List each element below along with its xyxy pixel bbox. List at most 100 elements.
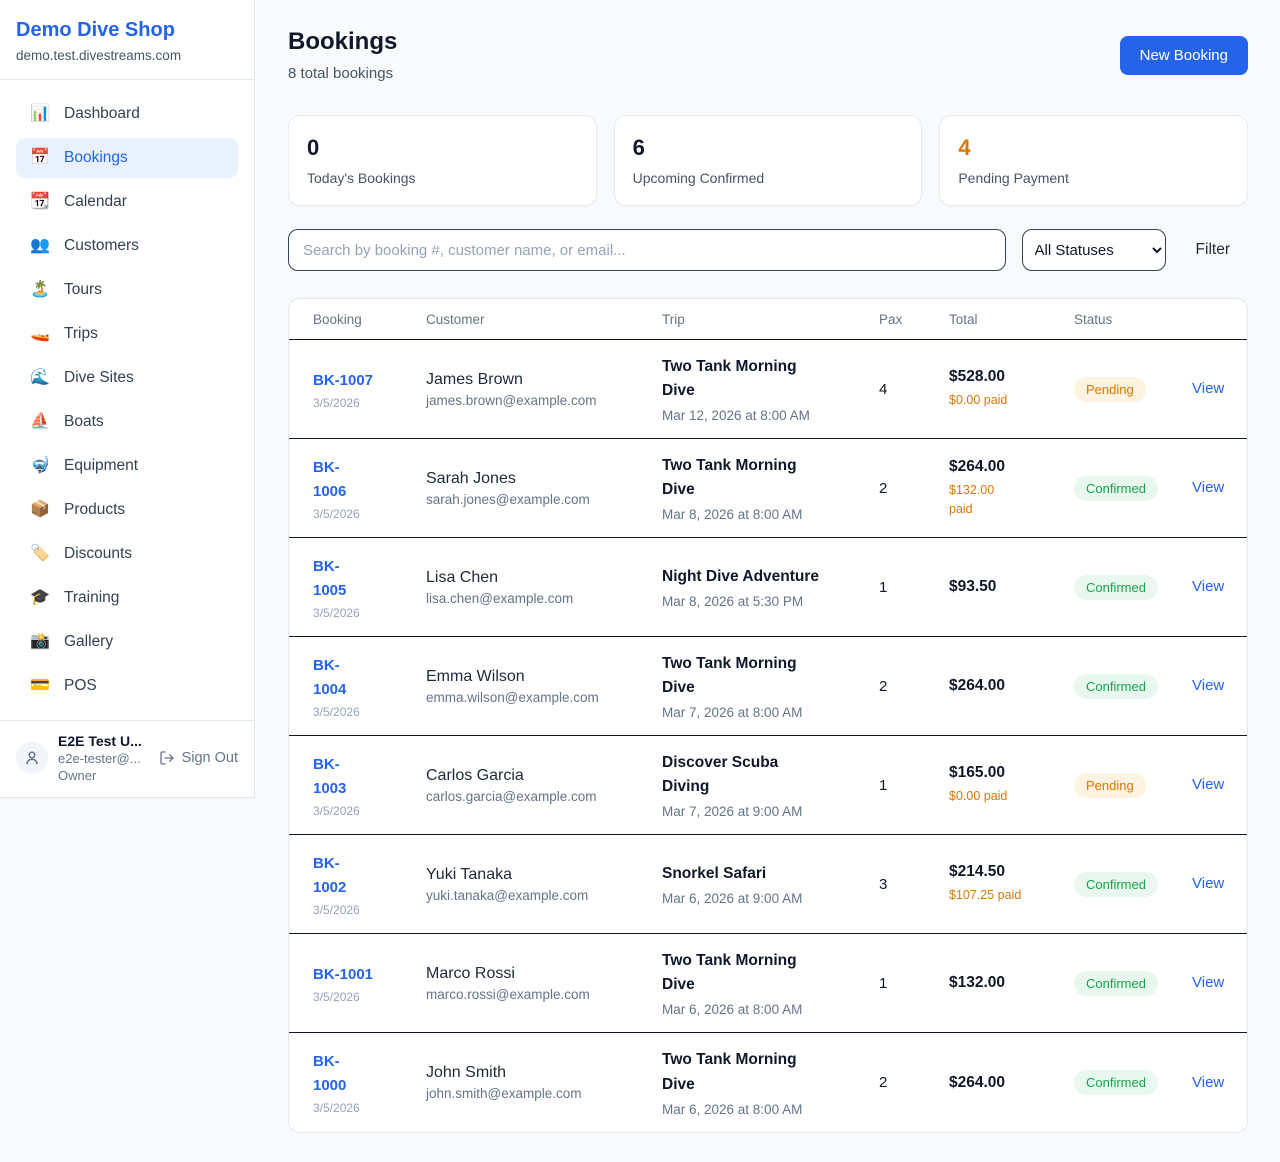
stat-label: Upcoming Confirmed [632, 170, 765, 186]
search-input[interactable] [288, 229, 1006, 271]
calendar-icon: 📆 [30, 193, 50, 210]
total-amount: $214.50 [949, 863, 1006, 881]
shop-title: Demo Dive Shop [16, 19, 175, 41]
sign-out-button[interactable]: Sign Out [159, 750, 238, 766]
sidebar-item-customers[interactable]: 👥 Customers [16, 226, 238, 266]
sidebar-item-products[interactable]: 📦 Products [16, 490, 238, 530]
view-link[interactable]: View [1192, 1073, 1225, 1091]
booking-row: BK-1007 3/5/2026 James Brown james.brown… [289, 340, 1247, 439]
status-cell: Pending [1074, 376, 1192, 402]
customer-cell: John Smith john.smith@example.com [426, 1064, 662, 1101]
status-badge: Confirmed [1074, 574, 1158, 600]
trip-cell: Night Dive Adventure Mar 8, 2026 at 5:30… [662, 565, 879, 609]
sidebar-item-gallery[interactable]: 📸 Gallery [16, 622, 238, 662]
sidebar-item-training[interactable]: 🎓 Training [16, 578, 238, 618]
stat-value: 0 [307, 135, 320, 160]
view-link[interactable]: View [1192, 875, 1225, 892]
stat-card-todays-bookings: 0 Today's Bookings [288, 115, 597, 206]
sidebar-item-bookings[interactable]: 📅 Bookings [16, 138, 238, 178]
filter-button[interactable]: Filter [1195, 241, 1230, 258]
booking-date: 3/5/2026 [313, 989, 360, 1004]
view-link[interactable]: View [1192, 578, 1225, 595]
sidebar-item-trips[interactable]: 🚤 Trips [16, 314, 238, 354]
booking-id-link[interactable]: BK- 1000 [313, 1053, 347, 1094]
total-cell: $165.00 $0.00 paid [949, 764, 1074, 805]
paid-amount: $132.00 paid [949, 483, 995, 516]
sidebar-item-equipment[interactable]: 🤿 Equipment [16, 446, 238, 486]
trip-name: Night Dive Adventure [662, 567, 820, 585]
booking-id-link[interactable]: BK- 1005 [313, 557, 347, 599]
shop-subdomain: demo.test.divestreams.com [16, 48, 182, 63]
sidebar-item-dashboard[interactable]: 📊 Dashboard [16, 94, 238, 134]
customer-email: sarah.jones@example.com [426, 491, 590, 507]
booking-id-link[interactable]: BK- 1004 [313, 656, 347, 698]
view-link[interactable]: View [1192, 380, 1225, 397]
booking-id-link[interactable]: BK- 1002 [313, 854, 347, 896]
sidebar-item-dive-sites[interactable]: 🌊 Dive Sites [16, 358, 238, 398]
trip-name: Two Tank Morning Dive [662, 456, 797, 498]
total-amount: $528.00 [949, 368, 1006, 386]
booking-id-link[interactable]: BK- 1003 [313, 755, 347, 797]
customer-email: carlos.garcia@example.com [426, 788, 597, 804]
booking-cell: BK- 1000 3/5/2026 [313, 1050, 426, 1115]
sidebar-footer: E2E Test U... e2e-tester@... Owner Sign … [0, 720, 254, 797]
booking-id-link[interactable]: BK-1001 [313, 965, 374, 983]
user-info: E2E Test U... e2e-tester@... Owner [58, 733, 142, 783]
column-header-status: Status [1074, 311, 1113, 327]
page-subtitle: 8 total bookings [288, 65, 394, 82]
status-cell: Confirmed [1074, 673, 1192, 699]
pax-count: 2 [879, 1074, 888, 1091]
status-filter-select[interactable]: All Statuses [1021, 229, 1166, 271]
customer-name: Yuki Tanaka [426, 865, 512, 883]
view-link[interactable]: View [1192, 776, 1225, 793]
pax-count: 2 [879, 677, 888, 695]
view-link[interactable]: View [1192, 479, 1225, 496]
total-cell: $264.00 [949, 677, 1074, 695]
customer-name: Emma Wilson [426, 667, 525, 685]
booking-date: 3/5/2026 [313, 803, 360, 818]
sign-out-label: Sign Out [181, 750, 238, 766]
status-badge: Confirmed [1074, 871, 1158, 897]
sidebar-item-boats[interactable]: ⛵ Boats [16, 402, 238, 442]
trip-datetime: Mar 6, 2026 at 9:00 AM [662, 891, 803, 906]
avatar [16, 742, 48, 774]
total-cell: $93.50 [949, 578, 1074, 596]
sidebar-item-calendar[interactable]: 📆 Calendar [16, 182, 238, 222]
pax-count: 4 [879, 380, 888, 398]
sidebar: Demo Dive Shop demo.test.divestreams.com… [0, 0, 255, 798]
booking-row: BK- 1000 3/5/2026 John Smith john.smith@… [289, 1033, 1247, 1132]
total-cell: $264.00 [949, 1074, 1074, 1092]
column-header-total: Total [949, 311, 978, 327]
sidebar-item-pos[interactable]: 💳 POS [16, 666, 238, 706]
view-link[interactable]: View [1192, 974, 1225, 991]
customer-email: yuki.tanaka@example.com [426, 887, 589, 903]
sidebar-item-tours[interactable]: 🏝️ Tours [16, 270, 238, 310]
sidebar-item-discounts[interactable]: 🏷️ Discounts [16, 534, 238, 574]
customer-email: emma.wilson@example.com [426, 689, 599, 705]
dashboard-icon: 📊 [30, 105, 50, 122]
total-amount: $132.00 [949, 974, 1006, 991]
customer-cell: Marco Rossi marco.rossi@example.com [426, 965, 662, 1002]
booking-id-link[interactable]: BK-1007 [313, 371, 374, 389]
view-link[interactable]: View [1192, 677, 1225, 694]
booking-id-link[interactable]: BK- 1006 [313, 458, 347, 500]
bookings-icon: 📅 [30, 149, 50, 166]
trip-datetime: Mar 8, 2026 at 5:30 PM [662, 594, 804, 609]
main-content: Bookings 8 total bookings New Booking 0 … [256, 0, 1280, 1133]
trip-datetime: Mar 7, 2026 at 9:00 AM [662, 804, 803, 820]
trips-icon: 🚤 [30, 325, 50, 342]
status-badge: Confirmed [1074, 673, 1158, 699]
customer-cell: Sarah Jones sarah.jones@example.com [426, 470, 662, 507]
status-cell: Pending [1074, 772, 1192, 798]
new-booking-button[interactable]: New Booking [1119, 35, 1248, 75]
filter-row: All Statuses Filter [288, 229, 1248, 271]
page-heading-group: Bookings 8 total bookings [288, 28, 397, 82]
total-cell: $214.50 $107.25 paid [949, 863, 1074, 904]
trip-datetime: Mar 8, 2026 at 8:00 AM [662, 507, 803, 523]
status-badge: Pending [1074, 772, 1146, 798]
page-title: Bookings [288, 28, 398, 55]
pax-count: 1 [879, 776, 888, 794]
boats-icon: ⛵ [30, 413, 50, 430]
customer-name: Sarah Jones [426, 469, 516, 487]
booking-date: 3/5/2026 [313, 605, 360, 620]
